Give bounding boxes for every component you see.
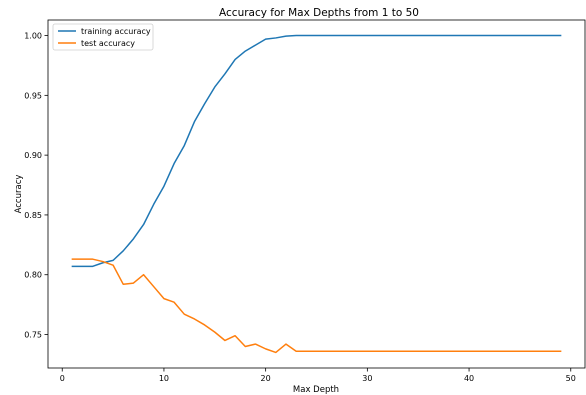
x-tick-label: 40 [464, 374, 474, 383]
plot-frame [47, 19, 586, 369]
legend-label-training: training accuracy [81, 27, 151, 36]
series-lines [71, 34, 562, 354]
y-axis-ticks: 0.75 0.80 0.85 0.90 0.95 1.00 [24, 32, 48, 340]
x-tick-label: 50 [566, 374, 576, 383]
y-tick-label: 0.95 [24, 91, 42, 100]
y-tick-label: 0.80 [24, 271, 42, 280]
y-tick-label: 1.00 [24, 32, 42, 41]
x-tick-label: 30 [362, 374, 372, 383]
legend: training accuracy test accuracy [52, 23, 154, 51]
training-accuracy-line [71, 34, 562, 268]
y-tick-label: 0.85 [24, 211, 42, 220]
x-tick-label: 10 [159, 374, 169, 383]
y-tick-label: 0.75 [24, 331, 42, 340]
y-axis-label: Accuracy [14, 175, 24, 214]
chart-title: Accuracy for Max Depths from 1 to 50 [219, 7, 419, 19]
x-tick-label: 20 [261, 374, 271, 383]
legend-label-test: test accuracy [81, 39, 135, 48]
y-tick-label: 0.90 [24, 151, 42, 160]
x-axis-ticks: 0 10 20 30 40 50 [60, 368, 576, 383]
test-accuracy-line [71, 258, 562, 354]
x-axis-label: Max Depth [293, 385, 339, 395]
legend-box [52, 23, 154, 51]
x-tick-label: 0 [60, 374, 65, 383]
